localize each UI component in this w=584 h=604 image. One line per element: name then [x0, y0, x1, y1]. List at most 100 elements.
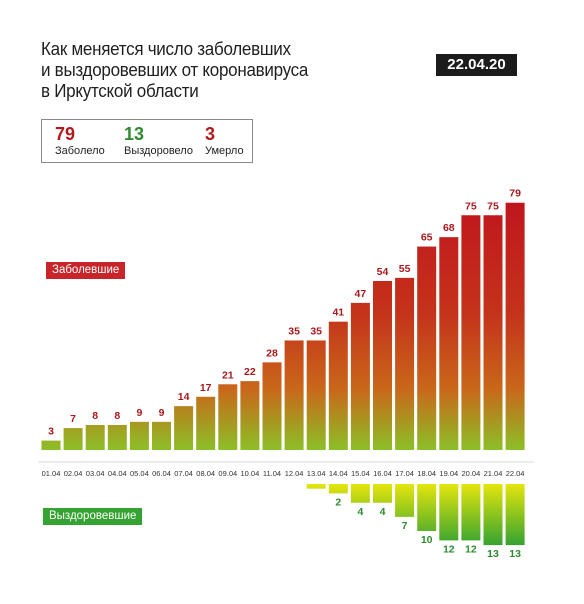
infected-bar-02.04: [63, 428, 83, 450]
x-tick-label: 13.04: [307, 469, 326, 478]
infected-value-label: 14: [178, 391, 190, 403]
legend-infected: Заболевшие: [46, 262, 126, 279]
infected-value-label: 22: [244, 366, 256, 378]
x-tick-label: 04.04: [108, 469, 127, 478]
x-tick-label: 21.04: [484, 469, 503, 478]
x-tick-label: 10.04: [241, 469, 260, 478]
stat-infected: 79 Заболело: [55, 124, 105, 158]
x-tick-label: 11.04: [263, 469, 281, 478]
x-tick-label: 05.04: [130, 469, 149, 478]
stat-died-label: Умерло: [205, 145, 244, 157]
infected-bar-10.04: [240, 381, 260, 450]
chart-title: Как меняется число заболевших и выздоров…: [41, 38, 345, 101]
infected-bar-01.04: [41, 440, 61, 450]
stat-recovered: 13 Выздоровело: [124, 124, 193, 158]
infected-bar-13.04: [306, 340, 326, 450]
x-axis-ticks: 01.04 02.04 03.04 04.04 05.04 06.04 07.04 08.04…: [42, 469, 525, 478]
infected-value-label: 79: [509, 188, 521, 200]
recovered-bar-20.04: [461, 484, 481, 541]
infected-value-label: 55: [399, 263, 411, 275]
infected-bar-03.04: [85, 424, 105, 450]
title-line-2: и выздоровевших от коронавируса: [41, 59, 309, 80]
infected-bar-05.04: [129, 421, 149, 450]
infected-bar-20.04: [461, 215, 481, 450]
recovered-value-label: 10: [421, 534, 433, 546]
infected-value-label: 7: [70, 413, 76, 425]
infected-bar-15.04: [350, 302, 370, 450]
stat-recovered-value: 13: [124, 124, 145, 144]
recovered-value-label: 12: [443, 543, 455, 555]
infected-bar-04.04: [107, 424, 127, 450]
recovered-value-label: 2: [335, 496, 341, 508]
infected-value-label: 3: [48, 426, 54, 438]
infected-bar-14.04: [328, 321, 348, 450]
x-tick-label: 20.04: [462, 469, 481, 478]
infected-bar-08.04: [196, 396, 216, 450]
recovered-bar-14.04: [328, 484, 348, 494]
x-tick-label: 06.04: [152, 469, 171, 478]
x-tick-label: 03.04: [86, 469, 105, 478]
infected-bar-07.04: [174, 406, 194, 450]
x-tick-label: 15.04: [351, 469, 370, 478]
recovered-value-label: 4: [380, 506, 386, 518]
infected-bar-18.04: [417, 246, 437, 450]
x-tick-label: 01.04: [42, 469, 61, 478]
infected-value-label: 47: [355, 288, 367, 300]
recovered-value-label: 12: [465, 543, 477, 555]
infected-value-label: 35: [288, 325, 300, 337]
x-tick-label: 12.04: [285, 469, 304, 478]
date-badge: 22.04.20: [436, 54, 517, 76]
recovered-bar-19.04: [439, 484, 459, 541]
infected-value-label: 8: [114, 410, 120, 422]
x-tick-label: 19.04: [439, 469, 458, 478]
infected-value-label: 35: [310, 325, 322, 337]
infected-value-label: 21: [222, 369, 234, 381]
stat-infected-value: 79: [55, 124, 76, 144]
infected-bar-11.04: [262, 362, 282, 450]
infected-bar-16.04: [373, 280, 392, 450]
x-tick-label: 14.04: [329, 469, 348, 478]
infected-value-label: 41: [332, 307, 344, 319]
recovered-value-label: 4: [357, 506, 363, 518]
x-tick-label: 18.04: [417, 469, 436, 478]
stat-infected-label: Заболело: [55, 145, 105, 157]
infected-bar-12.04: [284, 340, 304, 450]
infected-value-label: 9: [159, 407, 165, 419]
recovered-value-label: 13: [487, 548, 499, 560]
recovered-value-label: 7: [402, 520, 408, 532]
stats-box: 79 Заболело 13 Выздоровело 3 Умерло: [41, 119, 253, 163]
recovered-bar-16.04: [373, 484, 392, 503]
recovered-bar-21.04: [483, 484, 503, 546]
infected-bar-09.04: [218, 384, 238, 450]
recovered-bar-22.04: [505, 484, 525, 546]
x-tick-label: 07.04: [174, 469, 193, 478]
stat-died-value: 3: [205, 124, 216, 144]
infected-bar-19.04: [439, 237, 459, 450]
infected-value-label: 54: [377, 266, 389, 278]
infected-bar-22.04: [505, 202, 525, 450]
x-tick-label: 16.04: [373, 469, 392, 478]
recovered-value-label: 13: [509, 548, 521, 560]
x-tick-label: 17.04: [395, 469, 414, 478]
recovered-bar-17.04: [395, 484, 415, 517]
infected-value-label: 28: [266, 347, 278, 359]
recovered-bar-13.04: [306, 484, 326, 489]
infected-value-label: 9: [136, 407, 142, 419]
infected-value-label: 65: [421, 232, 433, 244]
recovered-bar-18.04: [417, 484, 437, 531]
infected-bar-21.04: [483, 215, 503, 450]
x-tick-label: 22.04: [506, 469, 525, 478]
title-line-1: Как меняется число заболевших: [41, 38, 291, 59]
x-tick-label: 02.04: [64, 469, 83, 478]
infected-value-label: 17: [200, 382, 212, 394]
infected-series: 3 7 8 8 9 9 14 17 21 22 28 35 35 41 47 54 55 65 68 75 75 79: [41, 188, 525, 450]
stat-died: 3 Умерло: [205, 124, 244, 158]
x-tick-label: 09.04: [218, 469, 237, 478]
infected-value-label: 68: [443, 222, 455, 234]
stat-recovered-label: Выздоровело: [124, 145, 193, 157]
infected-value-label: 75: [487, 200, 499, 212]
infected-bar-06.04: [152, 421, 171, 450]
recovered-series: 2 4 4 7 10 12 12 13 13: [306, 484, 525, 560]
infected-bar-17.04: [395, 277, 415, 450]
